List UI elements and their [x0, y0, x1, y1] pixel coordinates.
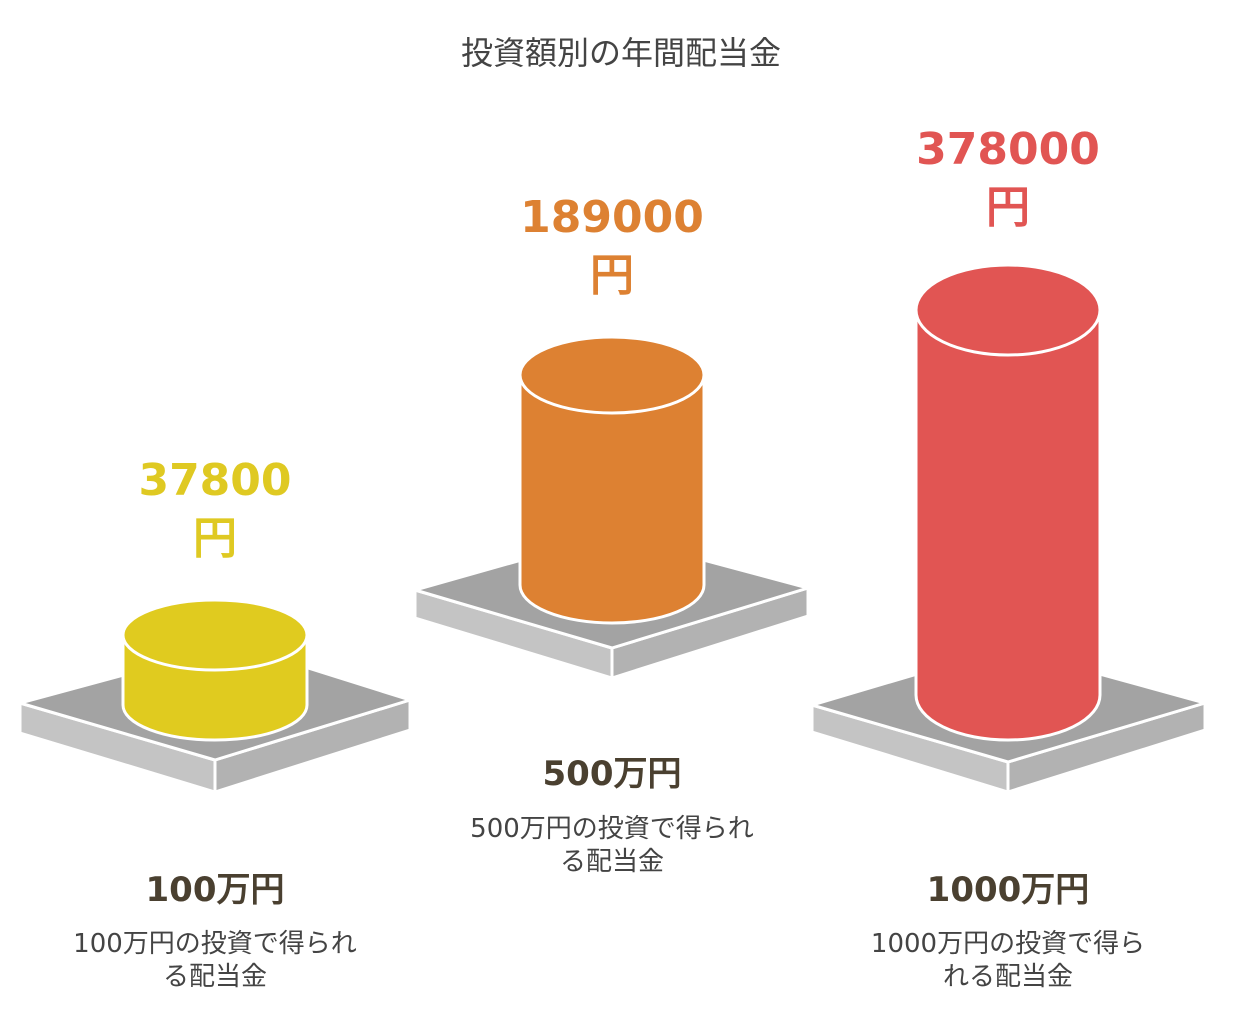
- item-description: 1000万円の投資で得られる配当金: [870, 929, 1146, 992]
- item-description: 500万円の投資で得られる配当金: [470, 814, 754, 877]
- unit: 円: [590, 250, 634, 301]
- item-label: 1000万円: [926, 870, 1090, 910]
- unit: 円: [986, 182, 1030, 233]
- value-label: 378000 円: [878, 121, 1138, 237]
- value-label: 37800 円: [85, 452, 345, 568]
- cylinder: [518, 335, 706, 625]
- title: 投資額別の年間配当金: [460, 34, 782, 72]
- unit: 円: [193, 513, 237, 564]
- item-label: 500万円: [542, 754, 682, 794]
- value: 378000: [916, 124, 1100, 175]
- value-label: 189000 円: [482, 189, 742, 305]
- cylinder: [121, 598, 309, 742]
- value: 37800: [138, 455, 292, 506]
- item-description: 100万円の投資で得られる配当金: [73, 929, 357, 992]
- cylinder: [914, 263, 1102, 742]
- value: 189000: [520, 192, 704, 243]
- item-label: 100万円: [145, 870, 285, 910]
